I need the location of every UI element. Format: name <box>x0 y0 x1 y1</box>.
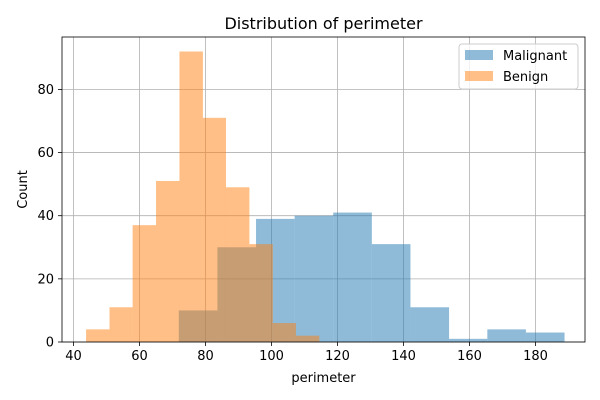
x-tick-label: 180 <box>523 349 548 364</box>
bar-malignant <box>410 307 450 342</box>
axes-frame <box>61 36 586 343</box>
bar-benign <box>86 329 110 342</box>
x-tick-label: 160 <box>457 349 482 364</box>
y-tick-label: 40 <box>37 209 54 224</box>
legend-swatch-malignant <box>465 50 493 60</box>
bar-benign <box>156 180 180 342</box>
y-tick-label: 20 <box>37 272 54 287</box>
bar-benign <box>225 187 250 342</box>
y-axis-ticks: 0 20 40 60 80 <box>37 83 62 351</box>
x-tick-label: 100 <box>259 349 284 364</box>
bar-benign <box>272 323 296 342</box>
x-tick-label: 120 <box>325 349 350 364</box>
bar-malignant <box>333 212 372 342</box>
bar-malignant <box>294 215 334 342</box>
x-tick-label: 60 <box>131 349 148 364</box>
bar-benign <box>109 307 133 342</box>
bar-malignant <box>525 332 565 342</box>
y-tick-label: 80 <box>37 83 54 98</box>
x-tick-label: 140 <box>391 349 416 364</box>
histogram-bars <box>86 51 565 343</box>
bar-malignant <box>371 244 411 342</box>
legend-swatch-benign <box>465 71 493 81</box>
x-axis-label: perimeter <box>291 371 356 386</box>
chart-title: Distribution of perimeter <box>224 14 423 33</box>
y-tick-label: 60 <box>37 146 54 161</box>
bar-malignant <box>449 338 488 342</box>
x-axis-ticks: 40 60 80 100 120 140 160 180 <box>65 342 548 364</box>
bar-benign <box>202 117 226 342</box>
legend-label-benign: Benign <box>503 70 548 85</box>
x-tick-label: 80 <box>197 349 214 364</box>
legend-label-malignant: Malignant <box>503 49 567 64</box>
bar-benign <box>295 335 320 342</box>
y-axis-label: Count <box>16 170 31 209</box>
legend: Malignant Benign <box>458 43 579 90</box>
bar-benign <box>132 225 157 342</box>
y-tick-label: 0 <box>46 336 54 351</box>
bar-benign <box>179 51 203 343</box>
x-tick-label: 40 <box>65 349 82 364</box>
bar-malignant <box>487 329 526 342</box>
bar-benign <box>249 244 273 342</box>
